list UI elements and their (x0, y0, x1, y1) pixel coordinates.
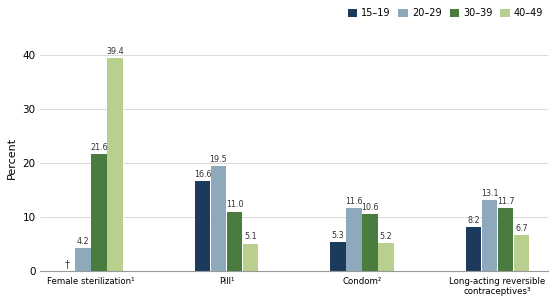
Text: 16.6: 16.6 (194, 170, 211, 179)
Bar (379, 243, 394, 271)
Y-axis label: Percent: Percent (7, 137, 17, 179)
Text: 10.6: 10.6 (361, 203, 379, 211)
Bar (347, 208, 362, 271)
Bar (108, 58, 123, 271)
Text: 39.4: 39.4 (106, 47, 124, 56)
Bar (330, 242, 346, 271)
Bar (211, 166, 226, 271)
Bar (514, 235, 529, 271)
Bar (227, 211, 242, 271)
Text: 6.7: 6.7 (515, 224, 528, 233)
Text: 5.1: 5.1 (244, 232, 257, 241)
Text: 13.1: 13.1 (481, 189, 498, 198)
Bar (243, 244, 258, 271)
Legend: 15–19, 20–29, 30–39, 40–49: 15–19, 20–29, 30–39, 40–49 (348, 8, 543, 18)
Bar (466, 227, 481, 271)
Text: 4.2: 4.2 (77, 237, 89, 246)
Text: 5.3: 5.3 (332, 231, 344, 240)
Bar (195, 181, 210, 271)
Text: 11.7: 11.7 (497, 197, 515, 206)
Text: 8.2: 8.2 (467, 216, 480, 225)
Text: 11.0: 11.0 (226, 201, 243, 209)
Text: 19.5: 19.5 (209, 155, 227, 164)
Bar (91, 154, 106, 271)
Text: †: † (64, 259, 69, 269)
Bar (498, 208, 513, 271)
Text: 5.2: 5.2 (380, 232, 393, 241)
Text: 21.6: 21.6 (90, 143, 108, 152)
Bar (76, 248, 91, 271)
Text: 11.6: 11.6 (346, 197, 363, 206)
Bar (362, 214, 377, 271)
Bar (482, 200, 497, 271)
